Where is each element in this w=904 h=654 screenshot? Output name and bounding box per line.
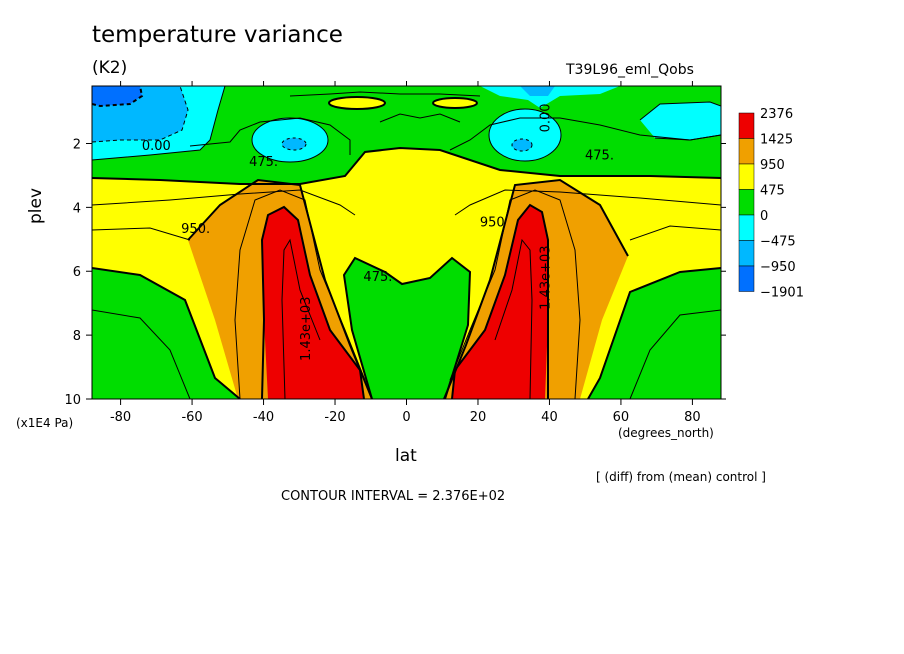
fill-cyan-top-right [480, 86, 620, 108]
contour-lines [92, 86, 721, 399]
contour-label: 0.00 [538, 103, 553, 132]
fill-green-left [92, 268, 240, 399]
contour-label: 1.43e+03 [299, 297, 314, 361]
fill-blue-top-right [520, 86, 555, 96]
contour-label: 475. [363, 270, 392, 285]
x-tick-label: -20 [324, 410, 345, 425]
x-tick-label: 40 [541, 410, 558, 425]
fill-green-right [588, 268, 721, 399]
x-tick-label: 60 [613, 410, 630, 425]
chart-units: (K2) [92, 58, 128, 78]
fill-darkblue-top-left [92, 86, 142, 106]
contour-label: 475. [585, 148, 614, 163]
fill-green-top [92, 86, 721, 184]
colorbar-swatch [738, 214, 755, 241]
x-tick-label: -40 [253, 410, 274, 425]
colorbar-swatch [738, 138, 755, 165]
contour-label: 475. [249, 155, 278, 170]
x-tick-label: 20 [470, 410, 487, 425]
y-axis-unit: (x1E4 Pa) [16, 416, 74, 430]
contour-label: 950 [480, 216, 505, 231]
colorbar-swatch [738, 112, 755, 139]
fill-blue-oval-right [512, 139, 532, 151]
colorbar-label: −950 [760, 260, 796, 275]
contour-label: 950. [181, 222, 210, 237]
y-tick-label: 2 [73, 137, 81, 152]
colorbar-label: 950 [760, 158, 785, 173]
x-tick-label: 0 [402, 410, 410, 425]
fill-yellow-top-blob-2 [433, 98, 477, 108]
y-tick-label: 6 [73, 265, 81, 280]
fill-red-left [262, 207, 364, 399]
diff-note: [ (diff) from (mean) control ] [596, 470, 766, 484]
contour-interval: CONTOUR INTERVAL = 2.376E+02 [281, 489, 506, 504]
fill-cyan-oval-right [489, 109, 561, 161]
fill-green-center [344, 258, 470, 399]
y-tick-label: 4 [73, 201, 81, 216]
axis-ticks: -80 -60 -40 -20 0 20 40 60 80 2 4 6 8 10 [64, 81, 726, 425]
colorbar-label: −475 [760, 235, 796, 250]
y-tick-label: 10 [64, 393, 81, 408]
colorbar: 2376 1425 950 475 0 −475 −950 −1901 [738, 107, 804, 301]
colorbar-label: −1901 [760, 286, 804, 301]
fill-red-right [452, 205, 548, 399]
x-tick-label: -80 [110, 410, 131, 425]
y-tick-label: 8 [73, 329, 81, 344]
x-tick-label: -60 [181, 410, 202, 425]
run-name: T39L96_eml_Qobs [566, 62, 694, 78]
colorbar-swatch [738, 163, 755, 190]
contour-labels: 0.00 475. 950. 1.43e+03 475. 0.00 475. 950 1.43e… [142, 103, 614, 360]
colorbar-label: 1425 [760, 133, 793, 148]
colorbar-label: 2376 [760, 107, 793, 122]
colorbar-label: 0 [760, 209, 768, 224]
fill-cyan-right-blob [640, 102, 721, 140]
fill-blue-oval-left [282, 138, 306, 150]
x-axis-label: lat [395, 446, 417, 466]
colorbar-swatch [738, 189, 755, 216]
x-axis-unit: (degrees_north) [618, 426, 714, 440]
colorbar-label: 475 [760, 184, 785, 199]
x-tick-label: 80 [684, 410, 701, 425]
colorbar-swatch [738, 240, 755, 267]
colorbar-swatch [738, 265, 755, 292]
contour-fill-layers [92, 86, 721, 399]
contour-label: 1.43e+03 [538, 245, 553, 309]
chart-title: temperature variance [92, 22, 343, 48]
fill-yellow-top-blob [329, 97, 385, 109]
contour-label: 0.00 [142, 139, 171, 154]
